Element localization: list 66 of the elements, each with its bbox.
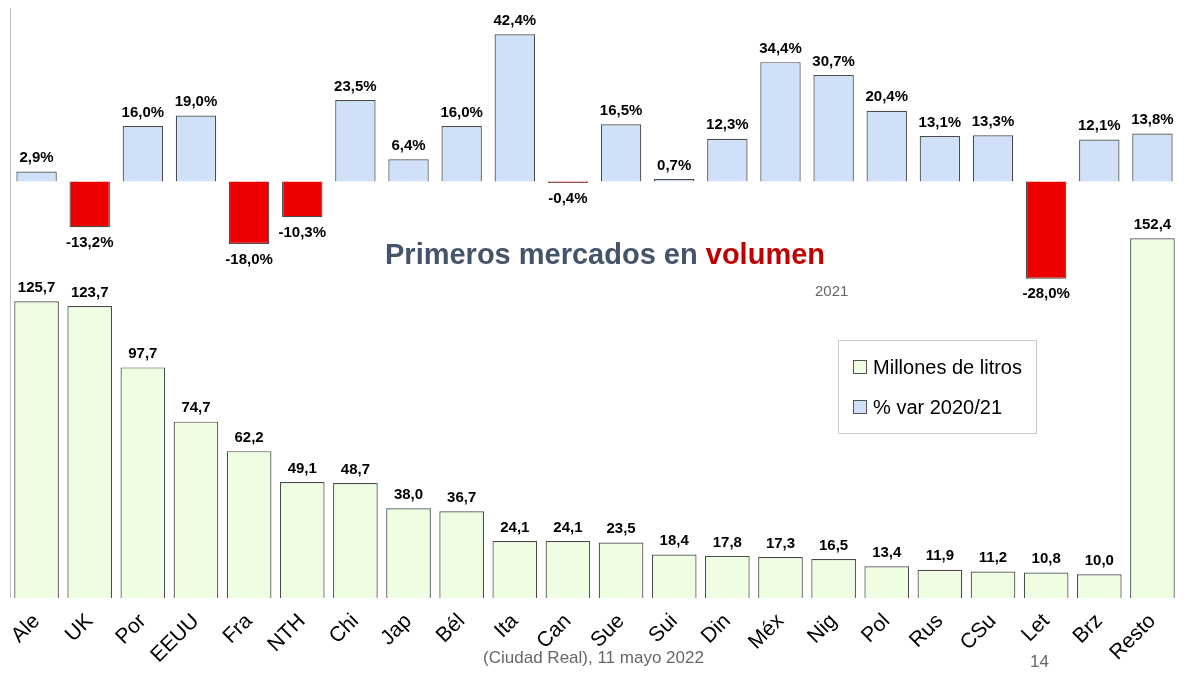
data-label: 11,2 <box>978 548 1008 566</box>
data-label: 19,0% <box>174 92 218 110</box>
data-label: 97,7 <box>128 344 158 362</box>
x-tick-label: Ita <box>488 608 522 642</box>
x-tick-label: Jap <box>375 608 416 649</box>
x-tick-label: Let <box>1016 608 1054 646</box>
data-label: 74,7 <box>181 398 211 416</box>
data-label: 10,8 <box>1031 549 1061 567</box>
x-tick-label: Din <box>695 608 735 648</box>
legend-label: % var 2020/21 <box>873 395 1003 420</box>
data-label: 125,7 <box>17 277 56 295</box>
data-label: 152,4 <box>1133 214 1172 232</box>
x-tick-label: Fra <box>217 608 257 648</box>
data-label: -13,2% <box>65 232 114 250</box>
data-label: 24,1 <box>553 517 583 535</box>
data-label: 17,3 <box>765 533 796 551</box>
data-label: 20,4% <box>865 87 909 105</box>
data-label: 23,5% <box>334 76 377 94</box>
data-label: 36,7 <box>447 487 477 505</box>
data-label: 11,9 <box>925 546 955 564</box>
data-label: 16,5% <box>599 100 643 118</box>
data-label: 16,0% <box>121 102 165 120</box>
x-tick-label: Bél <box>430 608 469 647</box>
data-label: 17,8 <box>712 532 742 550</box>
data-label: 49,1 <box>287 458 317 476</box>
x-tick-label: Nig <box>801 608 841 648</box>
data-label: 2,9% <box>19 148 54 166</box>
data-label: 16,5 <box>819 535 849 553</box>
data-label: 62,2 <box>234 427 264 445</box>
text: Primeros mercados en volumen <box>385 238 826 271</box>
data-label: 16,0% <box>440 102 483 120</box>
data-label: 13,3% <box>971 112 1015 129</box>
data-label: 10,0 <box>1084 550 1114 568</box>
data-label: 34,4% <box>759 38 802 56</box>
x-tick-label: Rus <box>904 608 947 652</box>
data-label: -10,3% <box>278 222 327 240</box>
x-tick-label: Por <box>110 608 150 648</box>
data-label: 13,4 <box>872 542 902 560</box>
x-tick-label: Pol <box>855 608 894 647</box>
data-label: 18,4 <box>659 531 690 549</box>
x-tick-label: Méx <box>743 608 788 653</box>
data-label: 42,4% <box>493 11 537 29</box>
data-label: 30,7% <box>812 51 855 69</box>
x-tick-label: CSu <box>954 608 1000 654</box>
data-label: -0,4% <box>548 188 588 206</box>
data-label: 23,5 <box>606 519 636 537</box>
data-label: 24,1 <box>500 517 530 535</box>
data-label: 38,0 <box>393 484 424 502</box>
data-label: 0,7% <box>657 155 692 173</box>
legend-label: Millones de litros <box>873 355 1022 380</box>
data-label: 12,1% <box>1078 116 1121 134</box>
x-tick-label: Ale <box>5 608 44 647</box>
data-label: -18,0% <box>225 249 273 267</box>
data-label: 13,8% <box>1131 110 1174 128</box>
data-label: 6,4% <box>391 135 426 153</box>
x-tick-label: UK <box>59 608 97 646</box>
data-label: 12,3% <box>706 115 749 133</box>
data-label: 123,7 <box>70 282 109 300</box>
data-label: -28,0% <box>1022 284 1070 302</box>
x-tick-label: Chi <box>323 608 363 648</box>
data-label: 13,1% <box>918 112 962 130</box>
text: 2021 <box>815 282 849 299</box>
x-tick-label: Sui <box>643 608 682 647</box>
text: 14 <box>1030 652 1049 672</box>
x-tick-label: Brz <box>1067 608 1107 648</box>
data-label: 48,7 <box>340 459 370 477</box>
